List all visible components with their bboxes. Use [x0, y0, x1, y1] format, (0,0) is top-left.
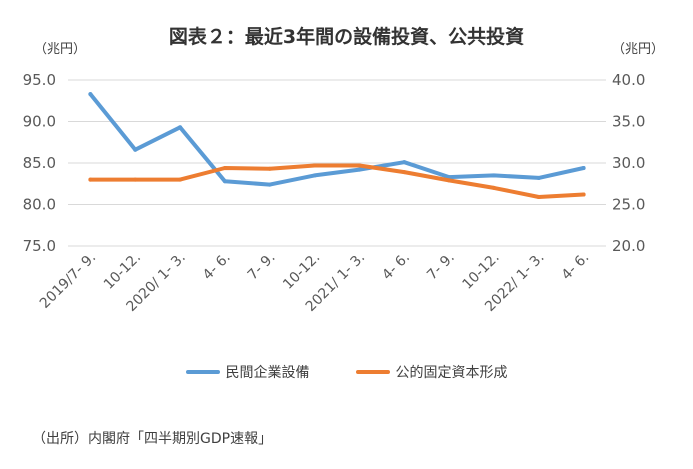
- left-axis-tick-label: 75.0: [23, 237, 56, 255]
- chart-title: 図表２：最近3年間の設備投資、公共投資: [168, 26, 525, 48]
- data-point: [402, 160, 407, 165]
- legend-label-public-investment: 公的固定資本形成: [395, 365, 508, 381]
- legend-swatch-public-investment: [355, 370, 390, 374]
- source-note: （出所）内閣府「四半期別GDP速報」: [32, 431, 273, 447]
- x-axis-tick-label: 10-12.: [101, 250, 144, 293]
- data-point: [357, 163, 362, 168]
- data-point: [222, 179, 227, 184]
- x-axis-tick-label: 4- 6.: [379, 250, 413, 284]
- legend-swatch-capex: [185, 370, 220, 374]
- data-point: [267, 166, 272, 171]
- right-axis-tick-label: 30.0: [612, 154, 645, 172]
- data-point: [222, 165, 227, 170]
- data-point: [447, 175, 452, 180]
- data-point: [402, 170, 407, 175]
- x-axis-tick-label: 4- 6.: [200, 250, 234, 284]
- data-point: [536, 175, 541, 180]
- data-point: [267, 182, 272, 187]
- data-point: [357, 167, 362, 172]
- data-point: [133, 177, 138, 182]
- left-axis-tick-label: 80.0: [23, 196, 56, 214]
- legend-item-public-investment: 公的固定資本形成: [355, 362, 508, 382]
- left-axis-tick-label: 85.0: [23, 154, 56, 172]
- x-axis-tick-label: 4- 6.: [559, 250, 593, 284]
- data-point: [312, 173, 317, 178]
- data-point: [178, 177, 183, 182]
- legend-label-capex: 民間企業設備: [225, 365, 310, 381]
- x-axis-tick-label: 7- 9.: [245, 250, 279, 284]
- data-point: [491, 185, 496, 190]
- data-point: [88, 177, 93, 182]
- right-axis-unit: （兆円）: [612, 42, 665, 57]
- data-point: [133, 147, 138, 152]
- right-axis-tick-label: 40.0: [612, 71, 645, 89]
- left-axis-unit: （兆円）: [34, 42, 87, 57]
- right-axis-tick-label: 35.0: [612, 113, 645, 131]
- data-point: [581, 192, 586, 197]
- x-axis-tick-label: 7- 9.: [424, 250, 458, 284]
- data-point: [491, 173, 496, 178]
- data-point: [536, 195, 541, 200]
- right-axis-tick-label: 25.0: [612, 196, 645, 214]
- left-axis-tick-label: 90.0: [23, 113, 56, 131]
- series-line-public-investment: [88, 163, 586, 199]
- data-point: [88, 92, 93, 97]
- x-axis-tick-label: 2019/7- 9.: [37, 250, 99, 312]
- left-axis-tick-label: 95.0: [23, 71, 56, 89]
- series-line-capex: [88, 92, 586, 187]
- legend-item-capex: 民間企業設備: [185, 362, 310, 382]
- x-axis-tick-label: 10-12.: [280, 250, 323, 293]
- data-point: [312, 163, 317, 168]
- right-axis-tick-label: 20.0: [612, 237, 645, 255]
- x-axis-tick-label: 10-12.: [460, 250, 503, 293]
- data-point: [178, 125, 183, 130]
- data-point: [447, 178, 452, 183]
- data-point: [581, 165, 586, 170]
- legend: 民間企業設備 公的固定資本形成: [0, 362, 693, 382]
